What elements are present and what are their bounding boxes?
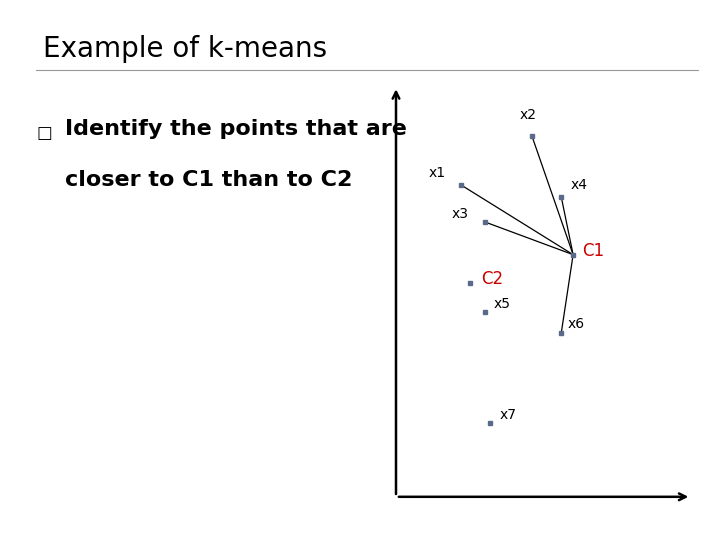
Text: x1: x1 <box>428 166 446 180</box>
Text: x5: x5 <box>493 297 510 311</box>
Text: C2: C2 <box>482 271 504 288</box>
Text: x6: x6 <box>567 318 585 332</box>
Text: □: □ <box>36 124 52 142</box>
Text: x2: x2 <box>520 108 537 122</box>
Text: Example of k-means: Example of k-means <box>43 35 328 63</box>
Text: C1: C1 <box>582 241 604 260</box>
Text: x3: x3 <box>452 207 469 221</box>
Text: Identify the points that are: Identify the points that are <box>65 119 407 139</box>
Text: x7: x7 <box>500 408 516 422</box>
Text: closer to C1 than to C2: closer to C1 than to C2 <box>65 170 352 190</box>
Text: x4: x4 <box>570 178 588 192</box>
